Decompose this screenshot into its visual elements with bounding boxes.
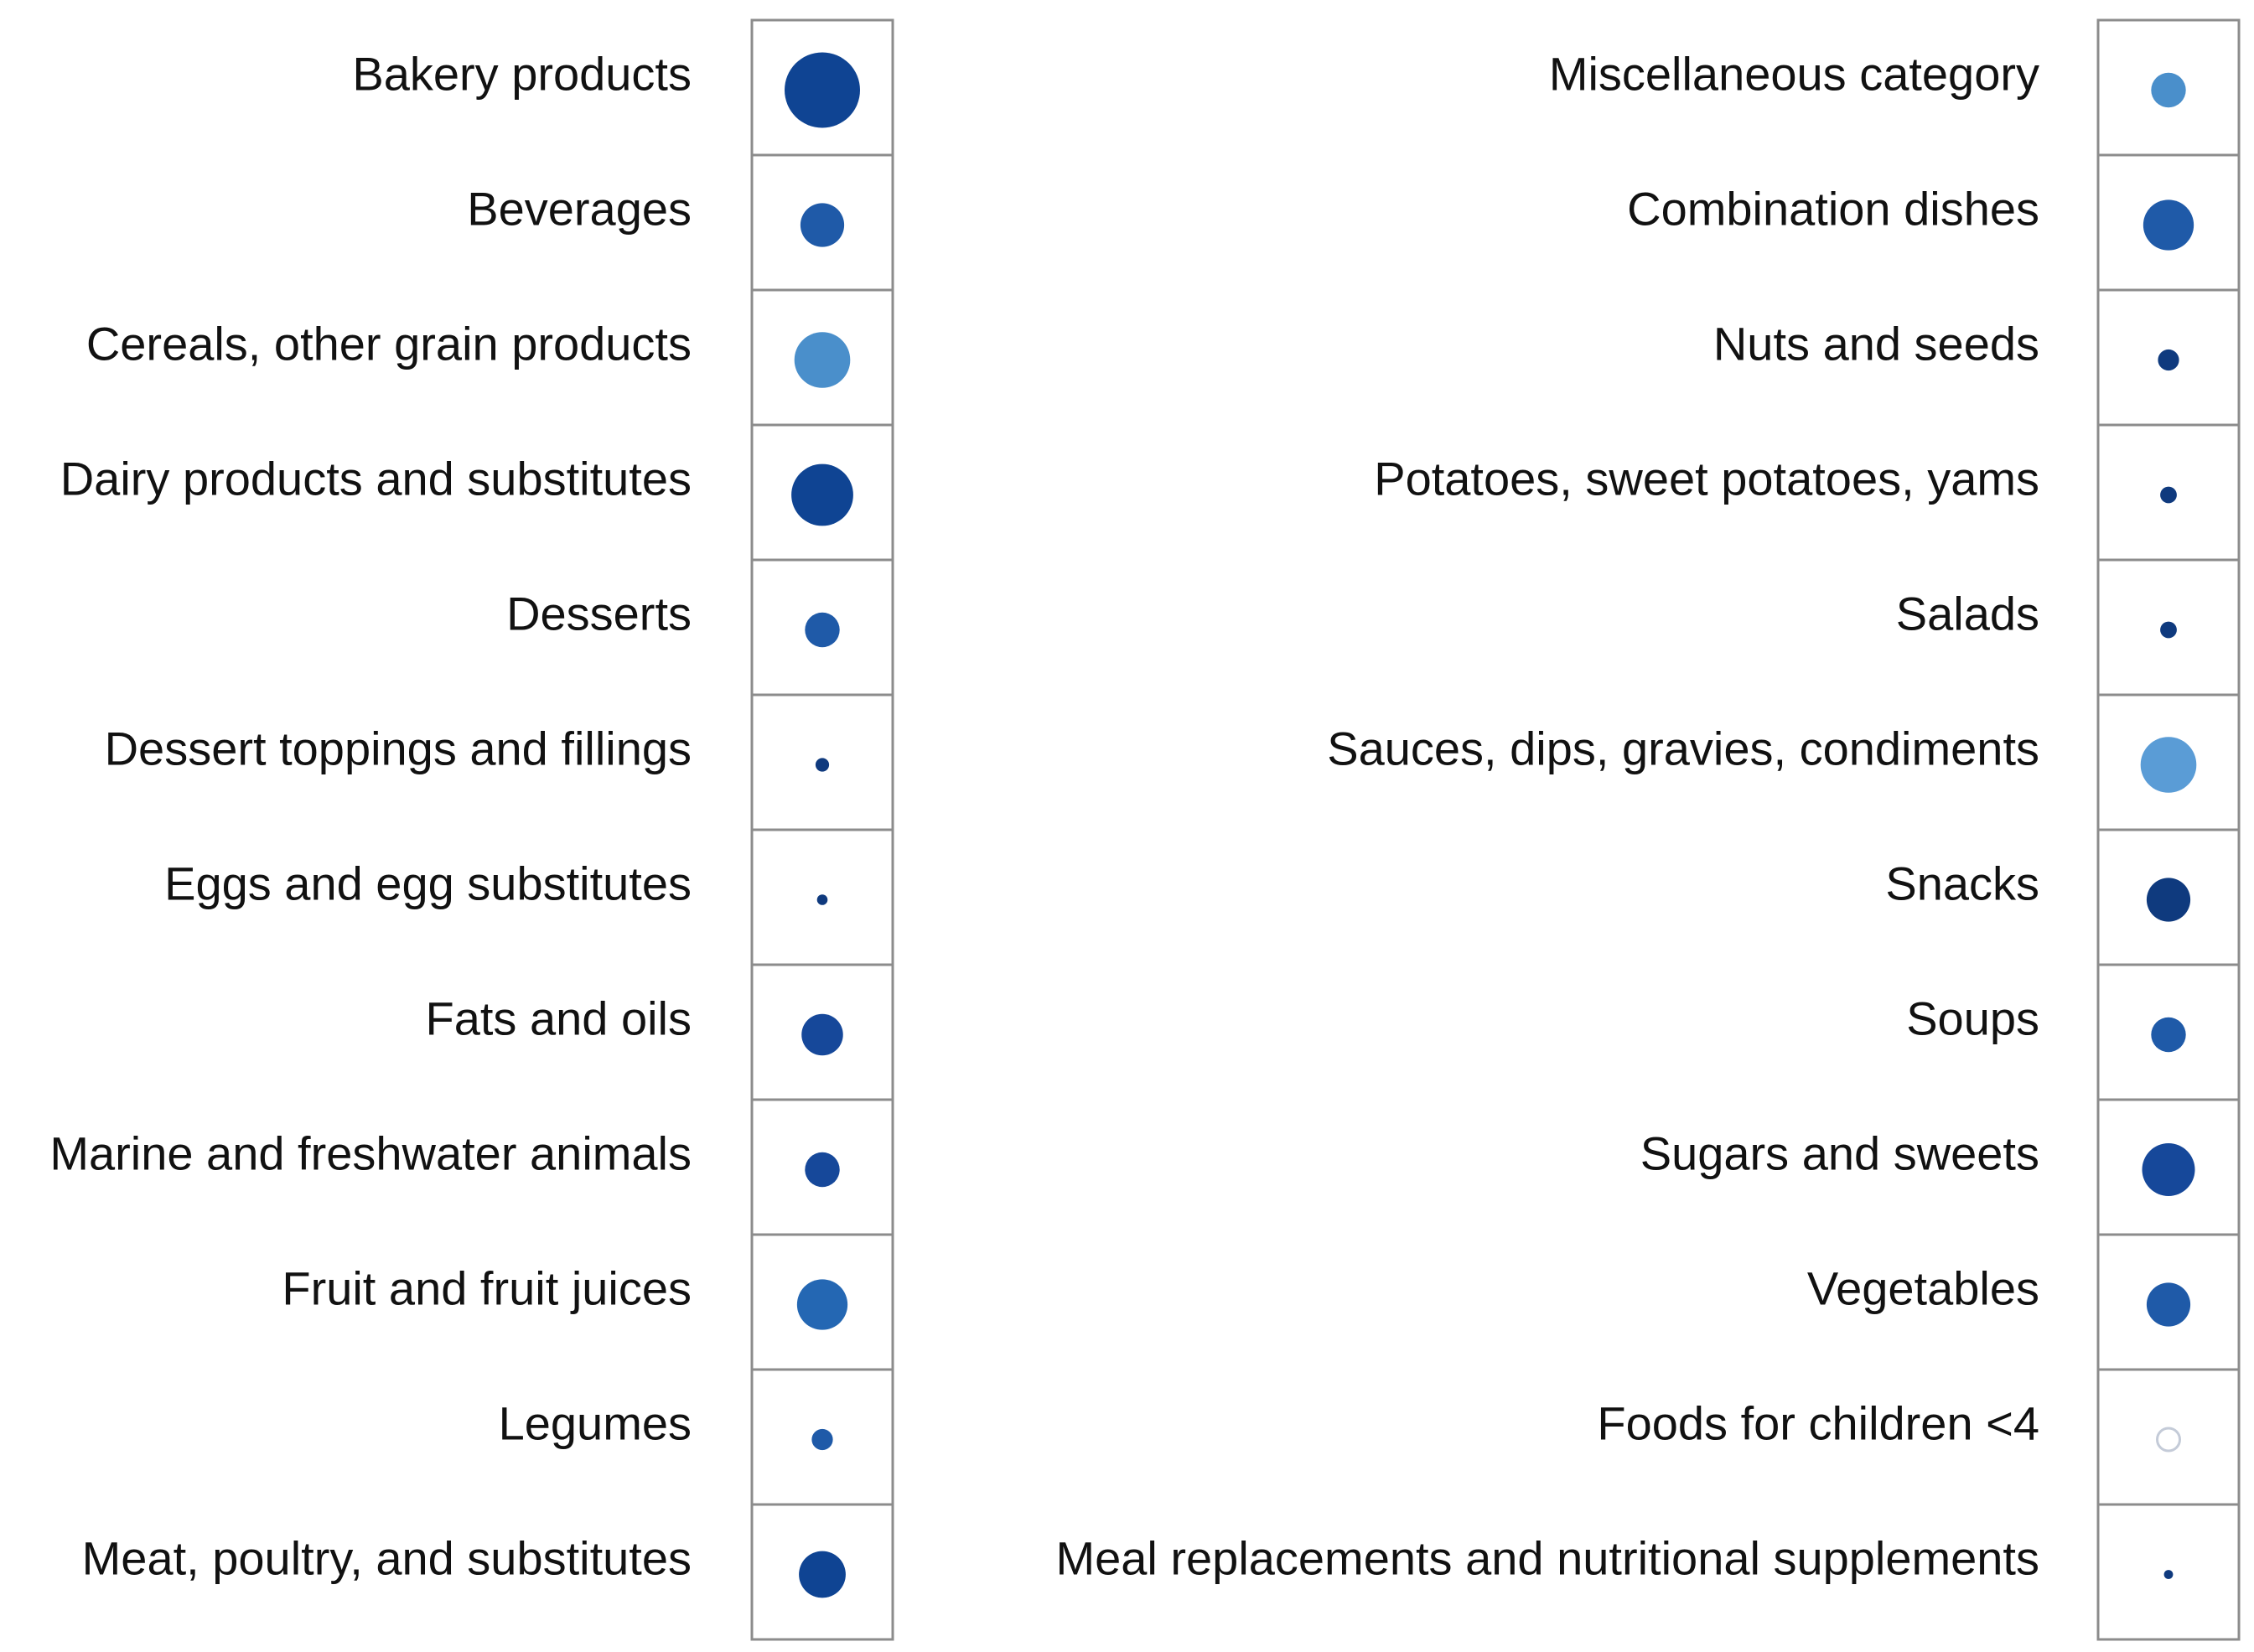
category-label: Cereals, other grain products: [86, 317, 692, 370]
category-label: Combination dishes: [1627, 182, 2039, 235]
bubble-mark: [791, 463, 853, 526]
category-label: Sugars and sweets: [1640, 1126, 2039, 1179]
panel-2: Miscellaneous category Combination dishes…: [1055, 18, 2241, 1641]
bubble-mark: [2151, 72, 2186, 108]
category-label: Bakery products: [352, 47, 692, 100]
category-label: Desserts: [506, 587, 692, 640]
category-label: Beverages: [467, 182, 692, 235]
category-label: Foods for children <4: [1597, 1396, 2039, 1449]
bubble-mark: [816, 894, 828, 905]
bubble-mark: [805, 612, 840, 648]
bubble-mark: [2158, 349, 2179, 371]
bubble-mark: [2142, 1143, 2195, 1196]
category-label: Snacks: [1885, 857, 2039, 909]
bubble-mark: [796, 1279, 848, 1330]
bubble-mark: [2160, 621, 2177, 639]
category-label: Eggs and egg substitutes: [164, 857, 692, 909]
grid-cell: [2096, 153, 2241, 292]
category-label: Nuts and seeds: [1713, 317, 2039, 370]
bubble-mark: [2156, 1427, 2181, 1453]
bubble-mark: [2143, 199, 2194, 251]
panel-1: Bakery products Beverages Cereals, other g…: [49, 18, 894, 1641]
grid-cell: [750, 963, 894, 1101]
bubble-mark: [801, 1013, 843, 1056]
category-label: Marine and freshwater animals: [49, 1126, 692, 1179]
category-label: Dairy products and substitutes: [60, 452, 692, 505]
grid-cell: [2096, 1233, 2241, 1371]
bubble-mark: [2163, 1570, 2174, 1579]
bubble-mark: [799, 1551, 846, 1598]
category-label: Fats and oils: [426, 992, 692, 1044]
category-label: Meat, poultry, and substitutes: [82, 1531, 692, 1584]
bubble-mark: [815, 758, 830, 772]
bubble-mark: [794, 332, 851, 388]
bubble-mark: [2146, 878, 2191, 922]
bubble-mark: [2160, 486, 2177, 504]
category-label: Legumes: [499, 1396, 692, 1449]
bubble-mark: [2140, 737, 2197, 793]
bubble-mark: [805, 1152, 840, 1188]
bubble-mark: [811, 1428, 833, 1451]
bubble-mark: [2146, 1282, 2191, 1327]
category-label: Meal replacements and nutritional supple…: [1055, 1531, 2039, 1584]
bubble-mark: [785, 52, 860, 128]
bubble-mark: [800, 203, 845, 247]
category-label: Miscellaneous category: [1549, 47, 2039, 100]
category-label: Soups: [1906, 992, 2039, 1044]
category-label: Dessert toppings and fillings: [105, 722, 692, 774]
category-label: Vegetables: [1807, 1261, 2039, 1314]
category-label: Fruit and fruit juices: [282, 1261, 692, 1314]
category-label: Salads: [1896, 587, 2039, 640]
category-label: Sauces, dips, gravies, condiments: [1327, 722, 2039, 774]
bubble-mark: [2151, 1017, 2186, 1053]
category-label: Potatoes, sweet potatoes, yams: [1374, 452, 2039, 505]
